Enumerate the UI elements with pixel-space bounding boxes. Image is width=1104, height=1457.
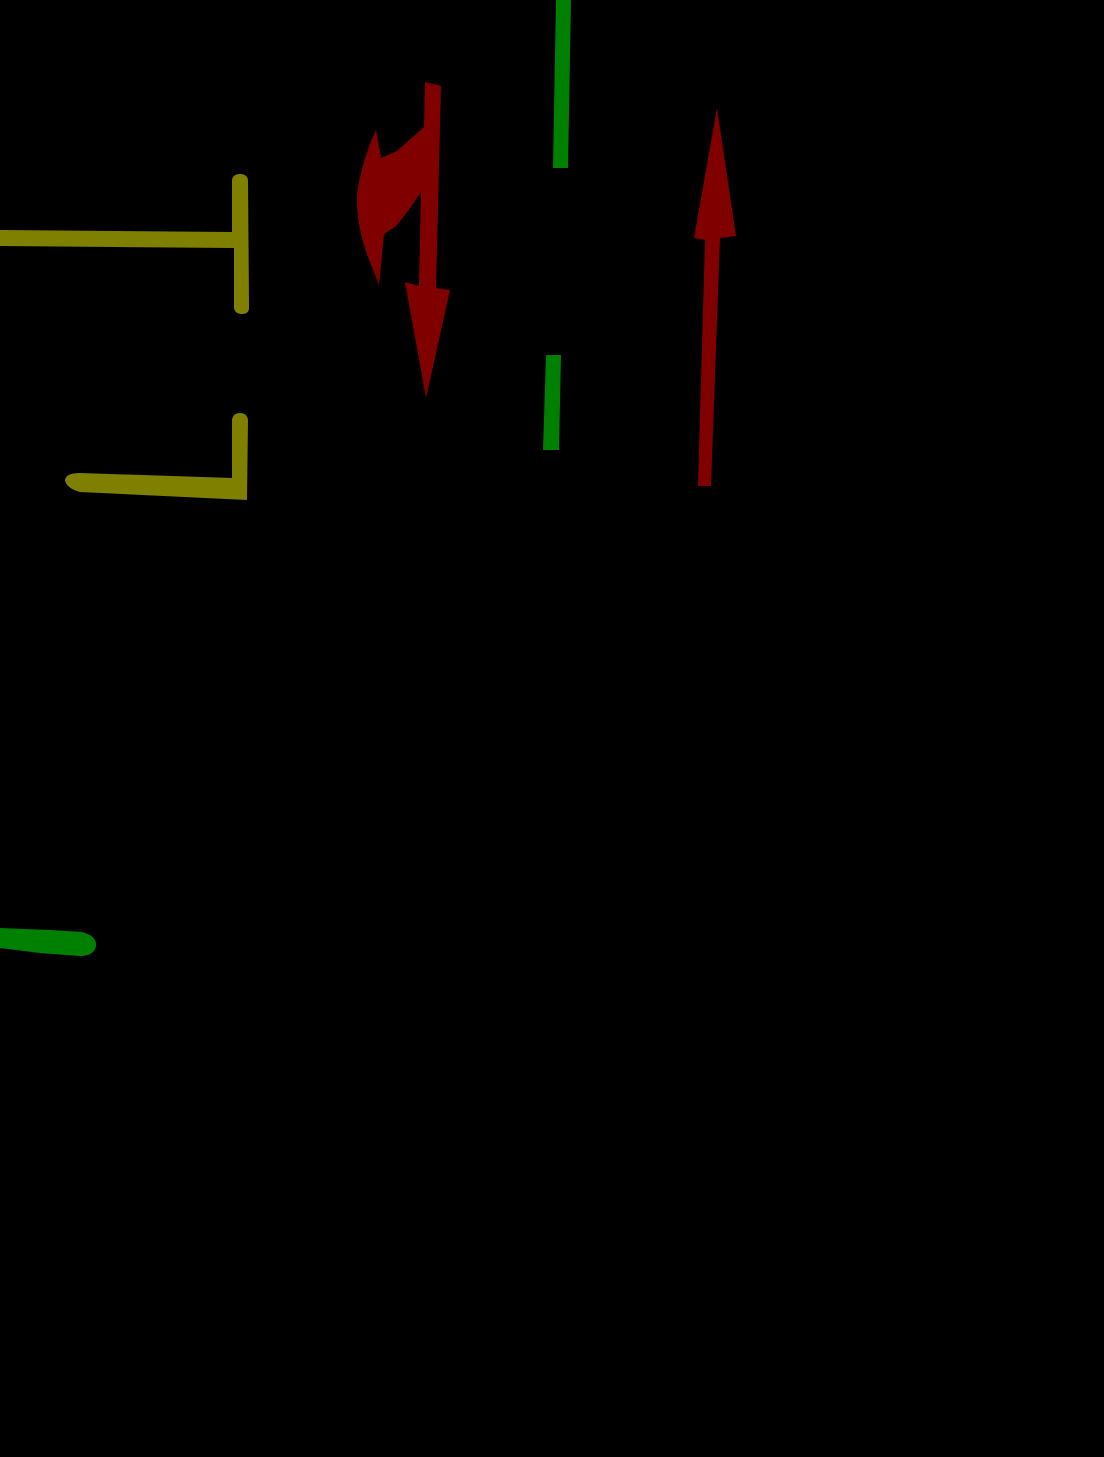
left-turn-and-straight-arrow <box>356 82 450 398</box>
lane-divider-dash-upper <box>553 0 571 168</box>
stop-line-lower <box>65 413 248 500</box>
stop-line-upper <box>0 174 249 314</box>
straight-arrow <box>694 108 736 486</box>
lane-divider-dash-lower <box>543 355 561 450</box>
lane-divider-dash-left <box>0 928 97 956</box>
